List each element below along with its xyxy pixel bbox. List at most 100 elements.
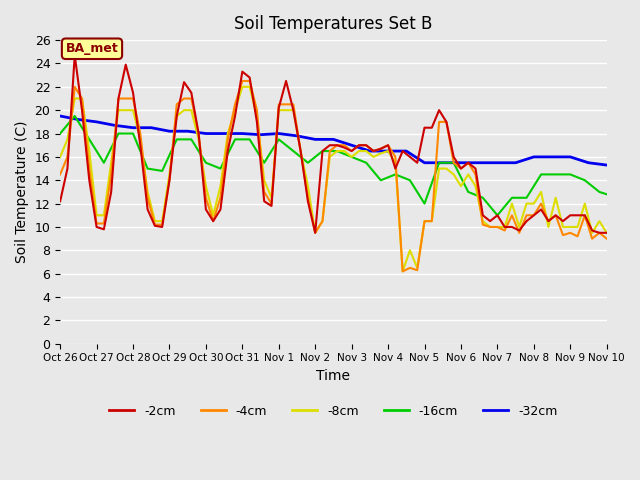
- -2cm: [56, 198, 64, 204]
- -32cm: [403, 148, 410, 154]
- -2cm: [355, 143, 363, 148]
- X-axis label: Time: Time: [316, 369, 351, 383]
- -16cm: [71, 113, 79, 119]
- -16cm: [362, 160, 370, 166]
- -16cm: [333, 148, 341, 154]
- -32cm: [566, 154, 574, 160]
- -32cm: [111, 122, 118, 128]
- -16cm: [537, 171, 545, 177]
- -16cm: [465, 189, 472, 195]
- Line: -16cm: -16cm: [60, 116, 607, 216]
- -4cm: [108, 171, 115, 177]
- -16cm: [406, 178, 414, 183]
- -2cm: [508, 224, 516, 230]
- -8cm: [253, 113, 260, 119]
- -8cm: [603, 230, 611, 236]
- -16cm: [188, 136, 195, 142]
- -32cm: [548, 154, 556, 160]
- -16cm: [552, 171, 559, 177]
- -32cm: [184, 128, 191, 134]
- -32cm: [239, 131, 246, 136]
- -16cm: [581, 178, 589, 183]
- -16cm: [450, 160, 458, 166]
- -2cm: [71, 52, 79, 58]
- Legend: -2cm, -4cm, -8cm, -16cm, -32cm: -2cm, -4cm, -8cm, -16cm, -32cm: [104, 399, 563, 422]
- -16cm: [260, 160, 268, 166]
- -16cm: [508, 195, 516, 201]
- -8cm: [239, 84, 246, 90]
- -16cm: [304, 160, 312, 166]
- -16cm: [231, 136, 239, 142]
- -16cm: [100, 160, 108, 166]
- -32cm: [74, 117, 82, 122]
- -16cm: [348, 154, 355, 160]
- -32cm: [530, 154, 538, 160]
- Y-axis label: Soil Temperature (C): Soil Temperature (C): [15, 120, 29, 263]
- -4cm: [56, 171, 64, 177]
- -16cm: [289, 148, 297, 154]
- -16cm: [129, 131, 137, 136]
- -16cm: [479, 195, 486, 201]
- -32cm: [420, 160, 428, 166]
- -4cm: [603, 236, 611, 241]
- -4cm: [435, 119, 443, 125]
- -8cm: [348, 154, 355, 160]
- -16cm: [173, 136, 180, 142]
- -32cm: [493, 160, 501, 166]
- -16cm: [216, 166, 224, 171]
- -32cm: [312, 136, 319, 142]
- -16cm: [392, 171, 399, 177]
- -16cm: [493, 213, 501, 218]
- -4cm: [508, 213, 516, 218]
- -32cm: [275, 131, 283, 136]
- -2cm: [312, 230, 319, 236]
- -8cm: [399, 268, 406, 274]
- -2cm: [603, 230, 611, 236]
- -8cm: [435, 166, 443, 171]
- -32cm: [220, 131, 228, 136]
- -16cm: [275, 136, 283, 142]
- -2cm: [253, 119, 260, 125]
- -32cm: [603, 162, 611, 168]
- -4cm: [399, 268, 406, 274]
- -16cm: [566, 171, 574, 177]
- Line: -4cm: -4cm: [60, 81, 607, 271]
- -32cm: [457, 160, 465, 166]
- -16cm: [56, 131, 64, 136]
- -16cm: [86, 136, 93, 142]
- -4cm: [253, 108, 260, 113]
- -16cm: [246, 136, 253, 142]
- -16cm: [523, 195, 531, 201]
- -32cm: [293, 133, 301, 139]
- -32cm: [439, 160, 447, 166]
- -16cm: [319, 148, 326, 154]
- -32cm: [93, 119, 100, 125]
- -16cm: [202, 160, 210, 166]
- -32cm: [147, 125, 155, 131]
- -32cm: [257, 132, 264, 138]
- -32cm: [348, 143, 355, 148]
- -32cm: [512, 160, 520, 166]
- -32cm: [202, 131, 210, 136]
- -32cm: [384, 148, 392, 154]
- -16cm: [420, 201, 428, 206]
- -32cm: [584, 160, 592, 166]
- -32cm: [129, 125, 137, 131]
- Text: BA_met: BA_met: [66, 42, 118, 55]
- -32cm: [166, 128, 173, 134]
- -16cm: [144, 166, 152, 171]
- -8cm: [508, 201, 516, 206]
- -16cm: [435, 160, 443, 166]
- Line: -32cm: -32cm: [60, 116, 607, 165]
- -32cm: [56, 113, 64, 119]
- -4cm: [420, 218, 428, 224]
- Line: -8cm: -8cm: [60, 87, 607, 271]
- -16cm: [377, 178, 385, 183]
- -32cm: [476, 160, 483, 166]
- -8cm: [420, 218, 428, 224]
- Title: Soil Temperatures Set B: Soil Temperatures Set B: [234, 15, 433, 33]
- -4cm: [348, 148, 355, 154]
- -16cm: [603, 192, 611, 197]
- -8cm: [56, 154, 64, 160]
- -2cm: [420, 125, 428, 131]
